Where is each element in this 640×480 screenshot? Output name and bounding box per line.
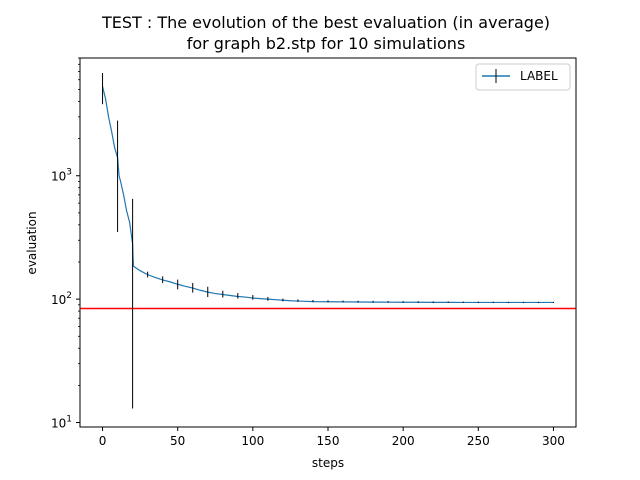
x-tick-label: 300 [542, 434, 565, 448]
plot-content [80, 73, 576, 409]
x-tick-label: 200 [392, 434, 415, 448]
y-tick-label: 103 [51, 168, 72, 184]
series-line-0 [101, 86, 554, 304]
x-tick-label: 150 [317, 434, 340, 448]
x-axis: 0 50 100 150 200 250 300 [99, 427, 565, 448]
y-axis-label: evaluation [25, 211, 39, 274]
chart-title-line-1: TEST : The evolution of the best evaluat… [101, 13, 550, 32]
x-tick-label: 50 [170, 434, 185, 448]
plot-frame [79, 57, 577, 428]
x-axis-label: steps [312, 456, 344, 470]
x-tick-label: 100 [241, 434, 264, 448]
legend: LABEL [475, 63, 571, 91]
y-tick-label: 101 [51, 415, 72, 431]
legend-frame [475, 63, 571, 91]
x-tick-label: 0 [99, 434, 107, 448]
x-tick-label: 250 [467, 434, 490, 448]
chart-title-line-2: for graph b2.stp for 10 simulations [187, 34, 466, 53]
legend-label: LABEL [520, 69, 558, 83]
y-axis: 101 102 103 [51, 57, 80, 431]
y-tick-label: 102 [51, 291, 72, 307]
